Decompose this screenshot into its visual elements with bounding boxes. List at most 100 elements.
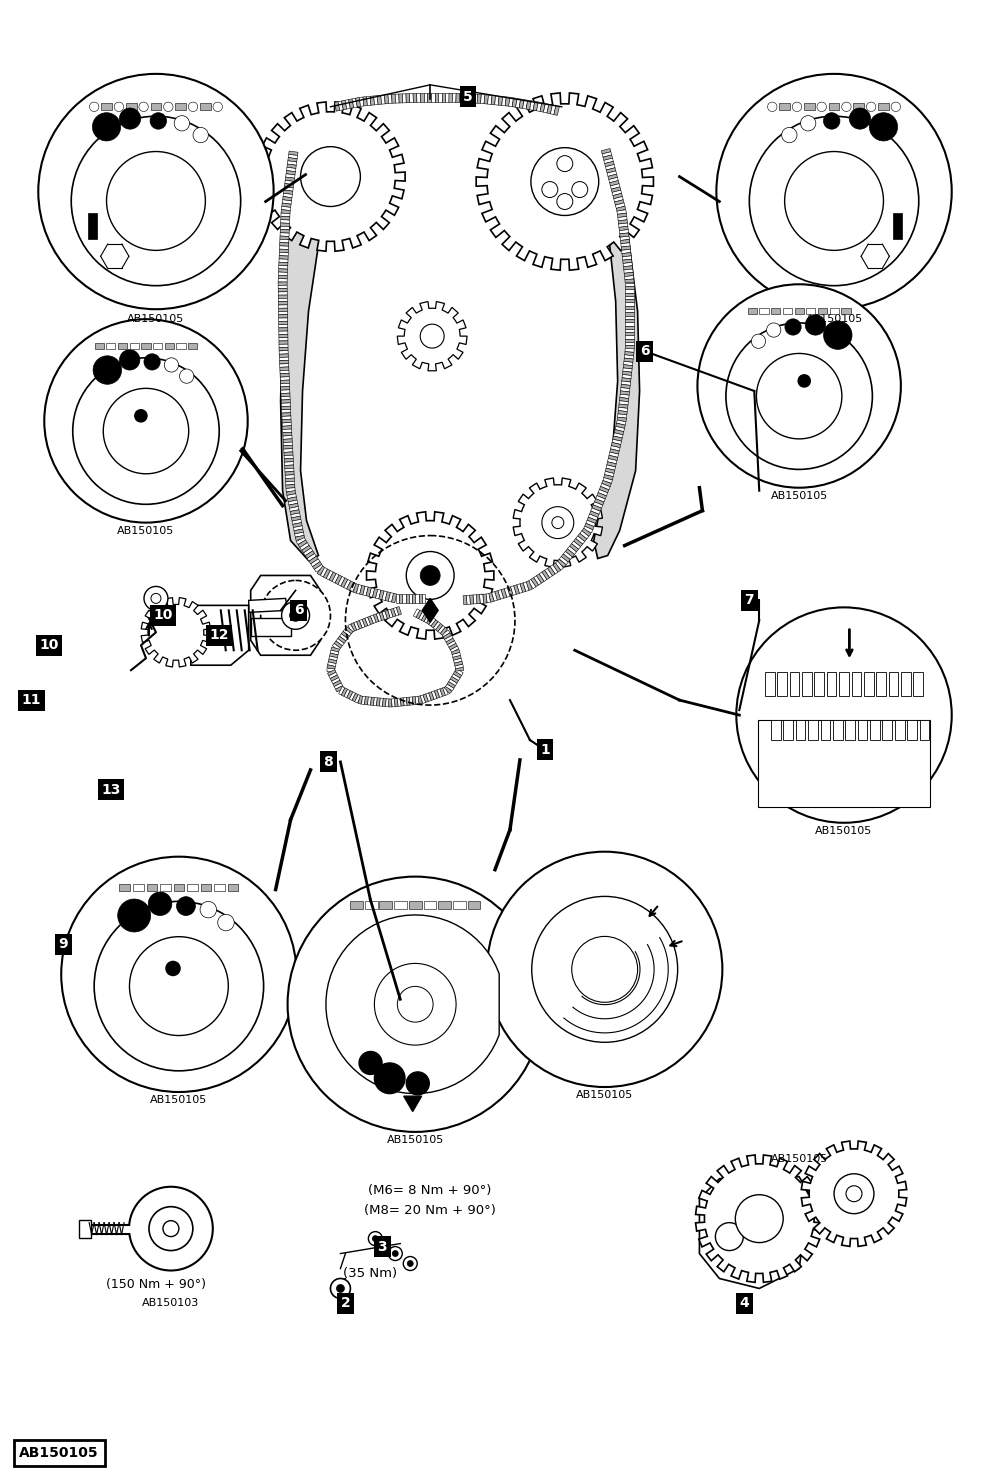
Circle shape — [715, 1223, 743, 1251]
Polygon shape — [285, 469, 294, 472]
Polygon shape — [282, 416, 291, 420]
Polygon shape — [190, 605, 249, 666]
Polygon shape — [624, 361, 633, 365]
Polygon shape — [548, 566, 556, 575]
Circle shape — [330, 1278, 350, 1299]
Polygon shape — [622, 371, 632, 376]
Polygon shape — [444, 636, 453, 642]
Polygon shape — [279, 291, 288, 296]
Circle shape — [834, 1174, 874, 1214]
Polygon shape — [334, 683, 342, 689]
Polygon shape — [444, 686, 451, 694]
Text: AB150105: AB150105 — [117, 525, 175, 535]
Polygon shape — [592, 133, 640, 559]
Polygon shape — [806, 308, 815, 314]
Polygon shape — [344, 689, 350, 698]
Polygon shape — [279, 312, 288, 315]
Polygon shape — [285, 472, 295, 475]
Polygon shape — [603, 155, 612, 160]
Circle shape — [866, 102, 876, 111]
Circle shape — [165, 358, 179, 373]
Polygon shape — [620, 395, 629, 398]
Polygon shape — [352, 98, 357, 108]
Polygon shape — [308, 553, 316, 561]
Circle shape — [372, 1235, 378, 1241]
Polygon shape — [295, 532, 305, 537]
Polygon shape — [610, 180, 619, 186]
Polygon shape — [466, 93, 470, 104]
Polygon shape — [385, 592, 391, 602]
Polygon shape — [349, 583, 356, 592]
Polygon shape — [350, 901, 363, 908]
Circle shape — [217, 914, 234, 930]
Polygon shape — [323, 569, 330, 578]
Polygon shape — [445, 93, 448, 102]
Polygon shape — [618, 216, 627, 220]
Polygon shape — [290, 510, 300, 515]
Polygon shape — [279, 318, 288, 321]
Polygon shape — [621, 246, 631, 250]
Polygon shape — [623, 262, 632, 266]
Polygon shape — [528, 580, 536, 589]
Polygon shape — [511, 586, 516, 596]
Polygon shape — [285, 183, 294, 188]
Polygon shape — [622, 256, 632, 260]
Polygon shape — [314, 565, 323, 572]
Polygon shape — [507, 587, 513, 596]
Circle shape — [301, 146, 360, 207]
Polygon shape — [300, 543, 310, 550]
Polygon shape — [438, 93, 441, 102]
Polygon shape — [147, 884, 157, 890]
Polygon shape — [534, 575, 542, 586]
Polygon shape — [346, 691, 353, 700]
Polygon shape — [523, 99, 528, 109]
Polygon shape — [312, 562, 321, 569]
Polygon shape — [395, 95, 399, 104]
Circle shape — [785, 319, 802, 336]
Polygon shape — [281, 393, 290, 396]
Polygon shape — [625, 306, 634, 309]
Polygon shape — [338, 577, 345, 586]
Polygon shape — [280, 367, 289, 371]
Polygon shape — [416, 697, 419, 704]
Circle shape — [823, 321, 852, 349]
Polygon shape — [330, 674, 338, 682]
Polygon shape — [624, 358, 633, 362]
Polygon shape — [286, 485, 295, 488]
Polygon shape — [624, 355, 634, 359]
Polygon shape — [278, 278, 288, 282]
Polygon shape — [526, 101, 531, 109]
Polygon shape — [370, 615, 376, 624]
Circle shape — [421, 565, 440, 586]
Circle shape — [72, 358, 219, 504]
Polygon shape — [335, 686, 344, 692]
Polygon shape — [279, 321, 288, 324]
Polygon shape — [795, 308, 804, 314]
Polygon shape — [783, 308, 792, 314]
Polygon shape — [519, 99, 524, 108]
Polygon shape — [388, 95, 392, 104]
Circle shape — [336, 1284, 344, 1293]
Polygon shape — [625, 296, 634, 299]
Polygon shape — [422, 614, 428, 621]
Polygon shape — [599, 487, 609, 493]
Polygon shape — [280, 370, 289, 374]
Polygon shape — [365, 617, 371, 626]
Polygon shape — [559, 556, 568, 565]
Polygon shape — [279, 253, 289, 256]
Polygon shape — [841, 308, 850, 314]
Polygon shape — [620, 390, 630, 395]
Polygon shape — [279, 348, 288, 351]
Polygon shape — [317, 566, 325, 575]
Polygon shape — [619, 401, 628, 405]
Polygon shape — [283, 432, 292, 436]
Polygon shape — [748, 308, 757, 314]
Polygon shape — [597, 493, 606, 498]
Polygon shape — [625, 325, 634, 328]
Polygon shape — [289, 151, 298, 155]
Polygon shape — [600, 484, 610, 490]
Polygon shape — [142, 343, 151, 349]
Text: 6: 6 — [294, 603, 304, 617]
Circle shape — [139, 102, 149, 111]
Polygon shape — [583, 527, 593, 532]
